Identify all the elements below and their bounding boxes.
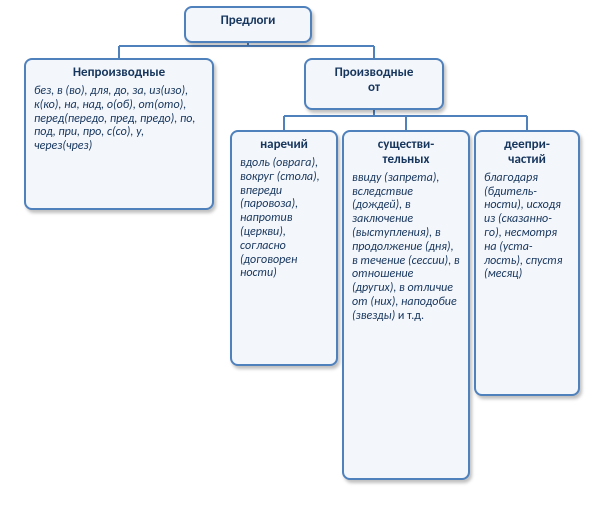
node-narech-title: наречий xyxy=(240,138,328,153)
node-deepr-body: благодаря (бдитель- ности), исходя из (с… xyxy=(484,172,570,282)
node-neproizvodnye: Непроизводные без, в (во), для, до, за, … xyxy=(24,58,214,210)
node-root-title: Предлоги xyxy=(194,14,302,29)
node-sushchestvitelnykh: существи-тельных ввиду (запрета), вследс… xyxy=(342,130,470,480)
node-sushch-body: ввиду (запрета), вследствие (дождей), в … xyxy=(352,172,460,324)
node-proizvodnye: Производныеот xyxy=(304,58,444,110)
node-deepr-title: деепри-частий xyxy=(484,138,570,168)
node-neproizv-body: без, в (во), для, до, за, из(изо), к(ко)… xyxy=(34,85,204,154)
node-deeprichastiy: деепри-частий благодаря (бдитель- ности)… xyxy=(474,130,580,396)
node-root: Предлоги xyxy=(184,6,312,43)
node-neproizv-title: Непроизводные xyxy=(34,66,204,81)
node-sushch-title: существи-тельных xyxy=(352,138,460,168)
node-narechiy: наречий вдоль (оврага), вокруг (стола), … xyxy=(230,130,338,366)
node-narech-body: вдоль (оврага), вокруг (стола), впереди … xyxy=(240,157,328,281)
node-proizv-title: Производныеот xyxy=(314,66,434,96)
